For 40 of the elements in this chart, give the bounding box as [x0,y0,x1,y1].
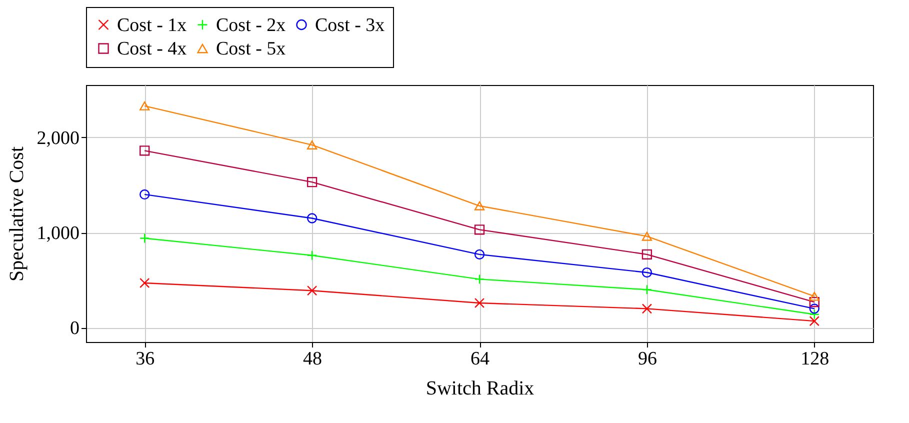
point [642,284,652,295]
point [306,286,318,296]
y-tick-label: 1,000 [36,223,80,244]
y-tick-label: 0 [70,318,80,340]
point [306,213,318,224]
legend-label: Cost - 3x [315,14,386,36]
x-tick-label: 96 [638,348,657,370]
point [140,278,150,288]
x-axis-title: Switch Radix [426,378,534,400]
point [140,233,150,244]
point [140,101,150,110]
point [809,296,820,308]
point [642,249,652,260]
point [474,201,485,210]
point [474,224,485,235]
point [474,274,485,284]
x-tick-label: 64 [470,348,490,370]
point [809,304,820,314]
point [140,189,150,200]
point [642,232,652,241]
y-tick-label: 2,000 [36,128,80,149]
x-tick-label: 36 [136,348,155,370]
legend-label: Cost - 5x [216,38,286,60]
point [140,146,150,156]
point [642,267,652,278]
point [306,177,318,188]
x-tick-label: 48 [303,348,322,370]
point [306,250,318,260]
legend-label: Cost - 1x [117,14,188,36]
x-tick-label: 128 [800,348,830,370]
point [809,316,820,326]
point [642,304,652,314]
legend-label: Cost - 4x [117,38,188,60]
point [306,140,318,150]
point [474,298,485,308]
point [474,249,485,260]
point [809,292,820,301]
legend-label: Cost - 2x [216,14,286,36]
point [809,309,820,320]
y-axis-title: Speculative Cost [6,146,28,282]
